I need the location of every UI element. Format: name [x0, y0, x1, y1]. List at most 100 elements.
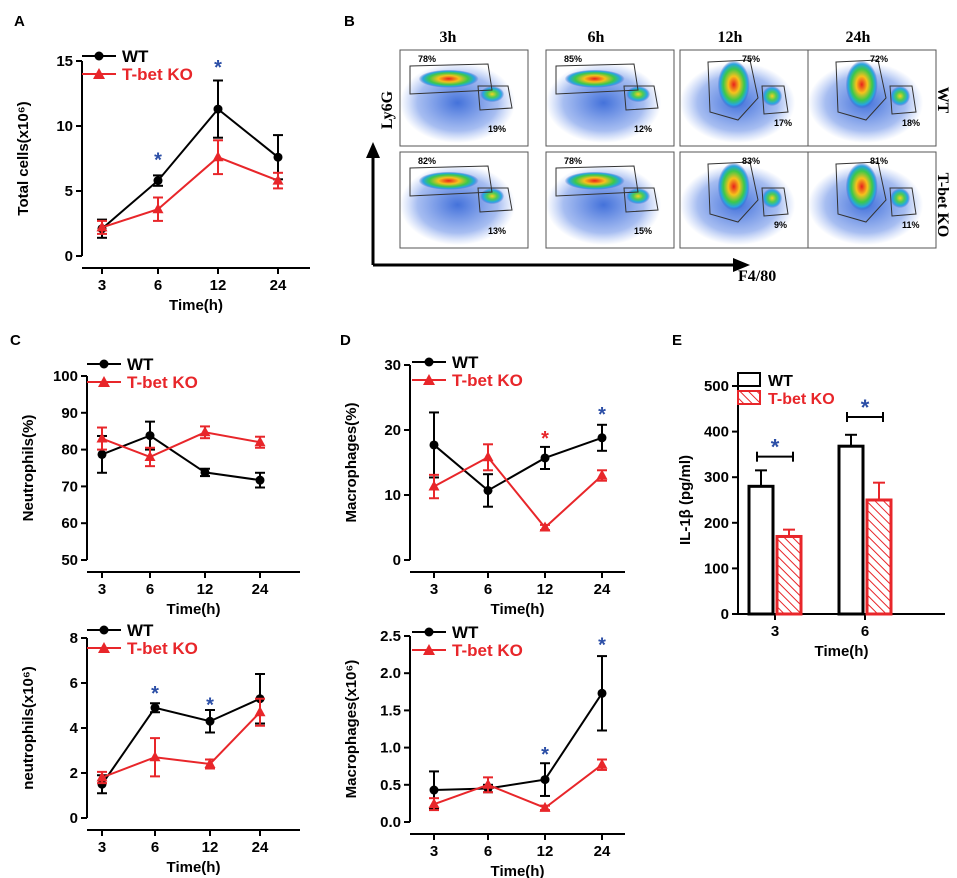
legend-label: T-bet KO	[452, 371, 523, 390]
flow-plot: 75% 17%	[679, 49, 809, 147]
point-ko	[96, 432, 108, 443]
flow-row-label-wt: WT	[934, 87, 951, 114]
chart-neutrophils-percent: 50 60 70 80 90 100 3 6 12 24 Time(h) Neutrophils(%)…	[20, 355, 300, 618]
chart-macrophages-percent: 0 10 20 30 3 6 12 24 Time(h) Macrophages(%) WTT-be…	[343, 353, 625, 618]
x-tick-label: 3	[98, 839, 106, 856]
flow-gate-bottom	[889, 85, 917, 115]
point-ko	[96, 221, 108, 232]
panel-label-a: A	[14, 13, 25, 30]
y-tick-label: 50	[61, 552, 78, 569]
flow-plot: 72% 18%	[807, 49, 937, 147]
y-tick-label: 0.0	[380, 814, 401, 831]
flow-gate-percent-top: 78%	[564, 156, 582, 166]
flow-gate-bottom	[623, 187, 659, 213]
y-tick-label: 20	[384, 422, 401, 439]
significance-star: *	[154, 150, 162, 172]
flow-time-24h: 24h	[846, 29, 871, 46]
y-tick-label: 0	[65, 248, 73, 265]
legend: WTT-bet KO	[87, 621, 198, 658]
y-tick-label: 5	[65, 183, 73, 200]
y-tick-label: 10	[56, 118, 73, 135]
x-tick-label: 6	[861, 623, 869, 640]
flow-gate-percent-bottom: 17%	[774, 118, 792, 128]
flow-gate-percent-bottom: 12%	[634, 124, 652, 134]
series-line-ko	[101, 431, 261, 459]
flow-gate-bottom	[761, 187, 789, 217]
flow-neutrophil-cluster	[564, 69, 625, 88]
point-ko	[204, 758, 216, 768]
x-axis-title: Time(h)	[491, 601, 545, 618]
legend-label: T-bet KO	[127, 639, 198, 658]
flow-gate-percent-top: 81%	[870, 156, 888, 166]
point-wt	[150, 703, 160, 713]
y-tick-label: 2.5	[380, 628, 401, 645]
x-tick-label: 24	[252, 581, 269, 598]
legend-label: T-bet KO	[127, 373, 198, 392]
y-tick-label: 0.5	[380, 777, 401, 794]
flow-neutrophil-cluster	[717, 60, 750, 109]
flow-gate-top	[707, 59, 759, 121]
legend-marker-wt	[94, 51, 104, 61]
flow-neutrophil-cluster	[845, 60, 878, 109]
x-tick-label: 3	[98, 581, 106, 598]
x-tick-label: 3	[98, 277, 106, 294]
bar-wt	[837, 444, 865, 616]
y-tick-label: 4	[70, 720, 79, 737]
chart-il1b: 0 100 200 300 400 500 3 6 Time(h) IL-1β (pg/ml) WT…	[677, 372, 945, 660]
flow-gate-top	[555, 63, 639, 95]
x-tick-label: 3	[430, 843, 438, 860]
flow-gate-percent-bottom: 11%	[902, 220, 920, 230]
flow-plot: 85% 12%	[545, 49, 675, 147]
flow-gate-top	[707, 161, 759, 223]
point-wt	[255, 475, 265, 485]
series-line-ko	[101, 156, 279, 229]
flow-neutrophil-cluster	[418, 171, 479, 190]
y-tick-label: 0	[721, 606, 729, 623]
y-axis-title: Neutrophils(%)	[20, 415, 37, 522]
x-tick-label: 6	[146, 581, 154, 598]
series-line-wt	[101, 697, 261, 785]
series-line-ko	[433, 763, 603, 810]
flow-gate-percent-top: 85%	[564, 54, 582, 64]
y-tick-label: 30	[384, 357, 401, 374]
panel-label-e: E	[672, 332, 682, 349]
bar-ko	[865, 498, 893, 616]
legend: WTT-bet KO	[737, 372, 835, 408]
flow-neutrophil-cluster	[564, 171, 625, 190]
x-axis-title: Time(h)	[169, 297, 223, 314]
flow-gate-percent-bottom: 18%	[902, 118, 920, 128]
y-axis-title: neutrophils(x10⁶)	[20, 666, 37, 790]
legend-label: WT	[127, 355, 154, 374]
point-wt	[483, 485, 493, 495]
x-axis-title: Time(h)	[491, 863, 545, 878]
point-ko	[482, 451, 494, 462]
point-ko	[254, 706, 266, 717]
point-wt	[97, 449, 107, 459]
series-line-ko	[101, 711, 261, 779]
flow-x-axis-label: F4/80	[738, 268, 776, 285]
flow-gate-percent-bottom: 13%	[488, 226, 506, 236]
point-wt	[597, 688, 607, 698]
flow-gate-percent-top: 72%	[870, 54, 888, 64]
significance-star: *	[206, 694, 214, 716]
y-tick-label: 10	[384, 487, 401, 504]
flow-gate-percent-top: 82%	[418, 156, 436, 166]
flow-time-3h: 3h	[440, 29, 457, 46]
legend-swatch-ko	[737, 390, 761, 405]
point-ko	[96, 771, 108, 782]
point-ko	[428, 480, 440, 491]
point-wt	[153, 176, 163, 186]
significance-star: *	[598, 404, 606, 426]
flow-time-12h: 12h	[718, 29, 743, 46]
flow-gate-percent-bottom: 19%	[488, 124, 506, 134]
series-line-wt	[101, 107, 279, 230]
legend-marker-wt	[424, 357, 434, 367]
flow-plot: 78% 15%	[545, 151, 675, 249]
legend-label: T-bet KO	[122, 65, 193, 84]
flow-gate-top	[835, 59, 887, 121]
y-tick-label: 80	[61, 442, 78, 459]
point-ko	[539, 801, 551, 812]
legend-marker-ko	[93, 68, 105, 79]
legend: WTT-bet KO	[412, 623, 523, 660]
